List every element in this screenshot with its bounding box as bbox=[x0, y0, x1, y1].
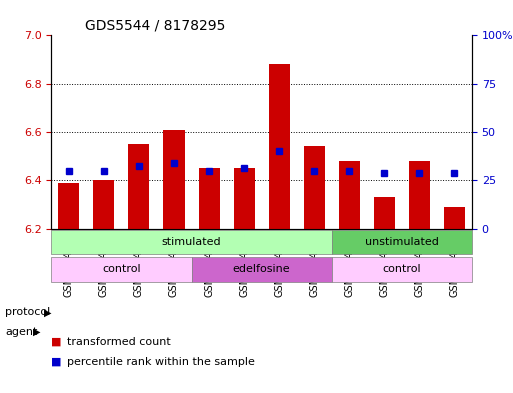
FancyBboxPatch shape bbox=[51, 257, 191, 282]
Text: transformed count: transformed count bbox=[67, 337, 170, 347]
Text: percentile rank within the sample: percentile rank within the sample bbox=[67, 356, 254, 367]
Bar bbox=[444, 207, 465, 229]
FancyBboxPatch shape bbox=[191, 257, 332, 282]
FancyBboxPatch shape bbox=[332, 257, 472, 282]
Bar bbox=[304, 147, 325, 229]
Bar bbox=[374, 197, 395, 229]
Bar bbox=[58, 183, 80, 229]
Bar bbox=[93, 180, 114, 229]
Text: unstimulated: unstimulated bbox=[365, 237, 439, 247]
Text: agent: agent bbox=[5, 327, 37, 337]
Text: GDS5544 / 8178295: GDS5544 / 8178295 bbox=[85, 19, 225, 33]
Text: protocol: protocol bbox=[5, 307, 50, 318]
Bar bbox=[339, 161, 360, 229]
Text: ■: ■ bbox=[51, 337, 62, 347]
Bar bbox=[233, 168, 254, 229]
Text: control: control bbox=[102, 264, 141, 274]
Bar bbox=[199, 168, 220, 229]
Text: edelfosine: edelfosine bbox=[233, 264, 290, 274]
FancyBboxPatch shape bbox=[51, 230, 332, 254]
Bar bbox=[164, 130, 185, 229]
Bar bbox=[409, 161, 430, 229]
Text: stimulated: stimulated bbox=[162, 237, 221, 247]
Bar bbox=[128, 144, 149, 229]
Text: control: control bbox=[383, 264, 421, 274]
Text: ■: ■ bbox=[51, 356, 62, 367]
FancyBboxPatch shape bbox=[332, 230, 472, 254]
Text: ▶: ▶ bbox=[33, 327, 41, 337]
Bar bbox=[269, 64, 290, 229]
Text: ▶: ▶ bbox=[44, 307, 51, 318]
